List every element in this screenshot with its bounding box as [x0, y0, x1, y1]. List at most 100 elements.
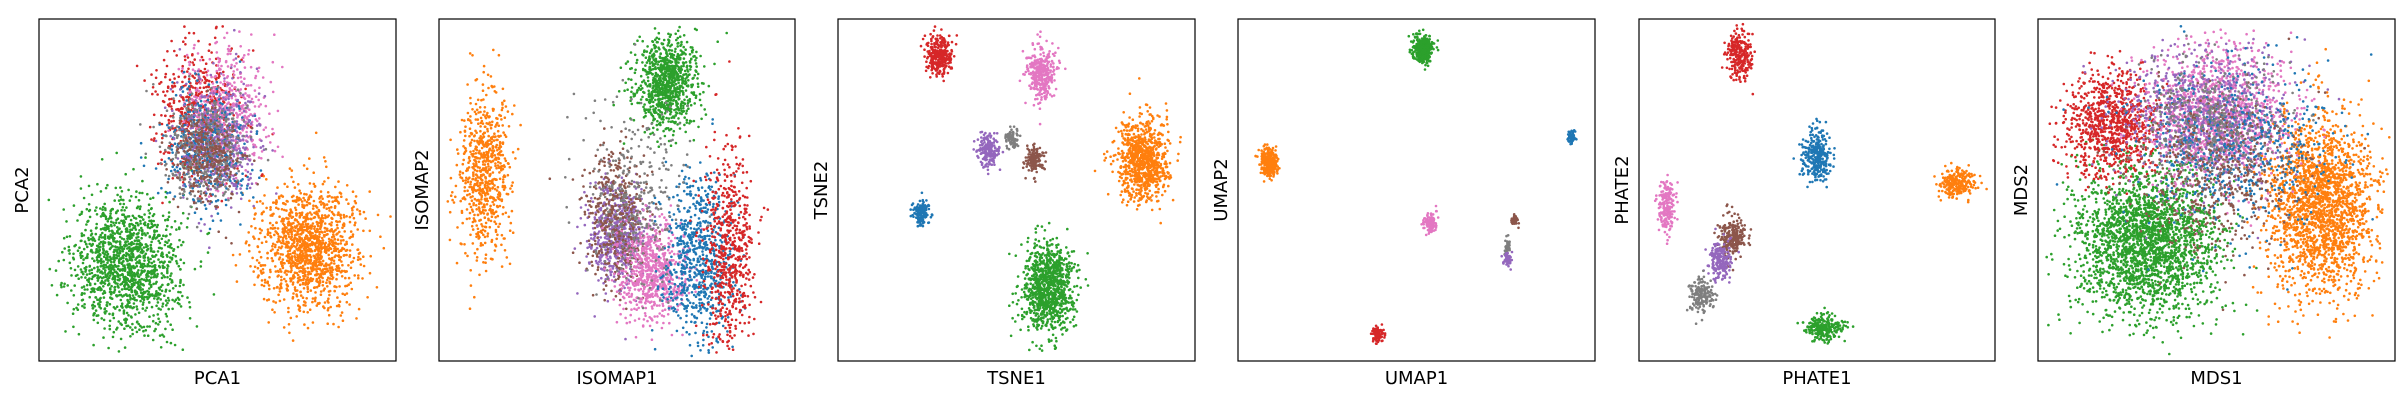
- data-point: [285, 237, 288, 240]
- data-point: [96, 244, 100, 248]
- data-point: [154, 167, 158, 170]
- data-point: [273, 149, 277, 153]
- data-point: [274, 202, 278, 206]
- data-point: [271, 149, 274, 152]
- data-point: [122, 278, 126, 282]
- data-point: [99, 240, 103, 244]
- data-point: [299, 191, 303, 195]
- data-point: [222, 194, 225, 197]
- data-point: [235, 149, 238, 152]
- data-point: [145, 306, 149, 310]
- data-point: [366, 296, 369, 299]
- data-point: [191, 187, 194, 190]
- data-point: [192, 31, 196, 35]
- data-point: [298, 270, 301, 273]
- data-point: [87, 219, 90, 223]
- data-point: [237, 144, 240, 148]
- data-point: [305, 193, 308, 196]
- data-point: [299, 294, 303, 297]
- data-point: [283, 182, 287, 186]
- data-point: [310, 217, 313, 221]
- data-point: [169, 169, 173, 173]
- data-point: [132, 302, 136, 305]
- data-point: [180, 111, 183, 114]
- data-point: [80, 250, 83, 254]
- data-point: [236, 68, 239, 71]
- data-point: [293, 250, 297, 253]
- data-point: [274, 265, 277, 268]
- data-point: [327, 200, 331, 203]
- data-point: [78, 246, 81, 249]
- data-point: [256, 70, 260, 73]
- data-point: [343, 269, 346, 273]
- data-point: [154, 76, 158, 80]
- data-point: [252, 204, 255, 208]
- data-point: [152, 260, 156, 263]
- data-point: [166, 90, 169, 93]
- data-point: [299, 213, 303, 217]
- data-point: [329, 273, 333, 277]
- data-point: [98, 235, 101, 239]
- data-point: [345, 198, 348, 201]
- data-point: [299, 278, 303, 282]
- data-point: [272, 287, 276, 290]
- data-point: [167, 174, 171, 178]
- data-point: [277, 270, 280, 274]
- data-point: [120, 208, 123, 212]
- data-point: [61, 250, 64, 254]
- data-point: [179, 280, 182, 283]
- data-point: [85, 265, 88, 269]
- data-point: [149, 207, 153, 211]
- data-point: [80, 234, 84, 238]
- data-point: [80, 286, 84, 289]
- data-point: [111, 245, 114, 248]
- data-point: [63, 247, 66, 250]
- data-point: [291, 283, 295, 286]
- data-point: [206, 232, 209, 236]
- data-point: [264, 126, 268, 129]
- data-point: [357, 255, 360, 259]
- data-point: [334, 185, 337, 189]
- data-point: [127, 188, 130, 192]
- data-point: [207, 49, 211, 52]
- data-point: [218, 68, 221, 72]
- data-point: [188, 305, 192, 309]
- data-point: [72, 252, 75, 256]
- data-point: [276, 240, 279, 244]
- data-point: [124, 217, 128, 221]
- data-point: [170, 120, 173, 123]
- data-point: [335, 220, 338, 223]
- data-point: [275, 192, 278, 195]
- data-point: [96, 314, 100, 317]
- data-point: [127, 215, 131, 218]
- data-point: [116, 251, 119, 255]
- data-point: [62, 208, 65, 211]
- data-point: [121, 249, 125, 253]
- data-point: [72, 204, 76, 207]
- data-point: [279, 261, 283, 264]
- data-point: [166, 320, 169, 323]
- data-point: [211, 193, 214, 196]
- data-point: [144, 156, 147, 159]
- data-point: [101, 211, 105, 215]
- data-point: [216, 212, 220, 215]
- data-point: [193, 58, 196, 61]
- data-point: [175, 54, 178, 57]
- data-point: [293, 238, 296, 241]
- data-point: [77, 332, 81, 336]
- data-point: [99, 207, 102, 210]
- data-point: [268, 221, 272, 225]
- data-point: [251, 256, 254, 260]
- data-point: [131, 322, 134, 326]
- data-point: [187, 85, 191, 88]
- data-point: [199, 217, 203, 221]
- data-point: [223, 77, 226, 80]
- data-point: [202, 75, 206, 79]
- data-point: [166, 85, 170, 88]
- data-point: [306, 326, 310, 330]
- data-point: [338, 285, 341, 288]
- data-point: [233, 120, 236, 123]
- data-point: [335, 277, 338, 281]
- data-point: [138, 328, 141, 332]
- data-point: [303, 323, 306, 326]
